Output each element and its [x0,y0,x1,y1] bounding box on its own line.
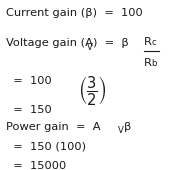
Text: $\left(\dfrac{3}{2}\right)$: $\left(\dfrac{3}{2}\right)$ [78,74,107,107]
Text: V: V [87,42,93,52]
Text: c: c [151,38,156,47]
Text: R: R [144,58,152,68]
Text: =  15000: = 15000 [6,161,66,170]
Text: R: R [144,37,152,47]
Text: =  100: = 100 [6,76,52,86]
Text: β: β [124,122,131,132]
Text: Current gain (β)  =  100: Current gain (β) = 100 [6,8,142,18]
Text: =  150 (100): = 150 (100) [6,142,86,152]
Text: Power gain  =  A: Power gain = A [6,122,100,132]
Text: V: V [118,126,124,135]
Text: Voltage gain (A: Voltage gain (A [6,38,93,48]
Text: b: b [151,59,157,68]
Text: =  150: = 150 [6,105,52,115]
Text: )  =  β: ) = β [93,38,129,48]
